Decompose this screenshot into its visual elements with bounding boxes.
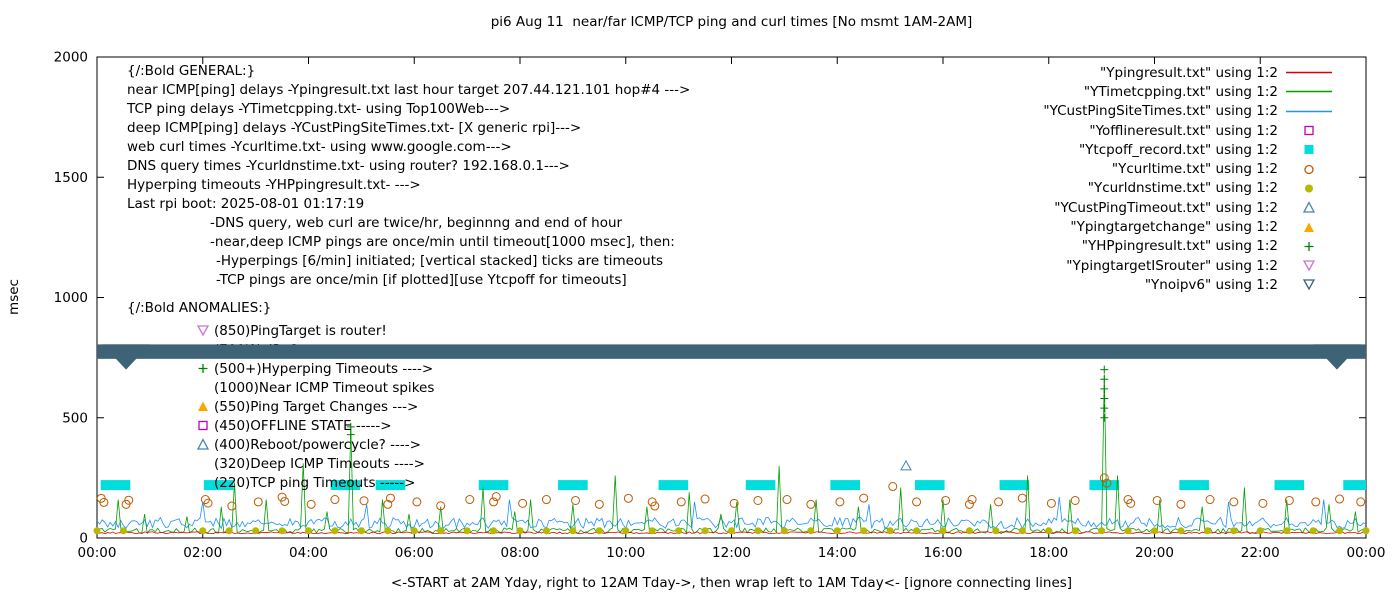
- legend-label: "YCustPingSiteTimes.txt" using 1:2: [1043, 103, 1278, 120]
- chart-title: pi6 Aug 11 near/far ICMP/TCP ping and cu…: [490, 14, 973, 30]
- legend-item: "Ynoipv6" using 1:2: [942, 275, 1334, 294]
- legend-marker: [1284, 105, 1334, 118]
- line-icon: [1286, 71, 1332, 74]
- legend-label: "Ytcpoff_record.txt" using 1:2: [1078, 141, 1278, 158]
- general-note: {/:Bold GENERAL:}: [127, 63, 256, 79]
- line-icon: [1286, 110, 1332, 112]
- legend-label: "YCustPingTimeout.txt" using 1:2: [1054, 199, 1278, 216]
- legend-item: "YCustPingSiteTimes.txt" using 1:2: [942, 102, 1334, 121]
- circle-open-icon: [1304, 164, 1314, 174]
- anomaly-label: (500+)Hyperping Timeouts ---->: [214, 360, 434, 377]
- triangle-filled-icon: [198, 401, 208, 411]
- measurement-note: -TCP pings are once/min [if plotted][use…: [216, 272, 627, 288]
- legend-label: "Ycurldnstime.txt" using 1:2: [1087, 180, 1278, 197]
- square-filled-icon: [1304, 145, 1314, 155]
- anomaly-label: (1000)Near ICMP Timeout spikes: [214, 379, 435, 396]
- legend-item: "Yofflineresult.txt" using 1:2: [942, 121, 1334, 140]
- legend-label: "Ypingtargetchange" using 1:2: [1070, 219, 1278, 236]
- anomaly-label: (450)OFFLINE STATE ----->: [214, 417, 392, 434]
- anomalies-title: {/:Bold ANOMALIES:}: [127, 300, 272, 316]
- anomaly-label: (850)PingTarget is router!: [214, 322, 387, 339]
- anomaly-note: (320)Deep ICMP Timeouts ---->: [196, 455, 425, 472]
- legend-item: "YCustPingTimeout.txt" using 1:2: [942, 198, 1334, 217]
- legend-label: "Yofflineresult.txt" using 1:2: [1089, 122, 1278, 139]
- anomaly-label: (220)TCP ping Timeouts ----->: [214, 474, 416, 491]
- legend-marker: [1284, 85, 1334, 98]
- general-note: deep ICMP[ping] delays -YCustPingSiteTim…: [127, 120, 582, 136]
- legend-marker: [1284, 182, 1334, 195]
- square-open-icon: [196, 419, 210, 432]
- measurement-note: -DNS query, web curl are twice/hr, begin…: [210, 215, 623, 231]
- line-icon: [1286, 91, 1332, 93]
- triangle-open-icon: [196, 438, 210, 450]
- legend-item: "Ycurldnstime.txt" using 1:2: [942, 179, 1334, 198]
- nabla-open-icon: [1302, 260, 1316, 272]
- anomaly-note: (550)Ping Target Changes --->: [196, 398, 419, 415]
- anomaly-label: (400)Reboot/powercycle? ---->: [214, 436, 421, 453]
- nabla-open-icon: [1302, 279, 1316, 291]
- legend-item: "Ypingresult.txt" using 1:2: [942, 63, 1334, 82]
- plus-icon: [196, 362, 210, 375]
- legend-label: "Ycurltime.txt" using 1:2: [1111, 161, 1278, 178]
- general-note: web curl times -Ycurltime.txt- using www…: [127, 139, 512, 155]
- legend-marker: [1284, 278, 1334, 291]
- anomaly-label: (700)NoIPv6 ---->: [214, 341, 333, 358]
- triangle-open-icon: [1302, 201, 1316, 213]
- legend-marker: [1284, 259, 1334, 272]
- anomaly-note: (220)TCP ping Timeouts ----->: [196, 474, 416, 491]
- legend-marker: [1284, 143, 1334, 156]
- triangle-filled-icon: [196, 400, 210, 413]
- anomaly-label: (550)Ping Target Changes --->: [214, 398, 419, 415]
- legend-label: "Ynoipv6" using 1:2: [1144, 276, 1278, 293]
- triangle-open-icon: [196, 438, 210, 451]
- legend-marker: [1284, 201, 1334, 214]
- square-open-icon: [1304, 125, 1314, 136]
- legend-item: "Ycurltime.txt" using 1:2: [942, 159, 1334, 178]
- nabla-open-icon: [196, 325, 210, 337]
- legend-label: "Ypingresult.txt" using 1:2: [1100, 64, 1278, 81]
- general-note: Last rpi boot: 2025-08-01 01:17:19: [127, 196, 365, 212]
- legend-item: "YHPpingresult.txt" using 1:2: [942, 237, 1334, 256]
- legend-marker: [1284, 124, 1334, 137]
- legend-marker: [1284, 66, 1334, 79]
- legend-marker: [1284, 240, 1334, 253]
- anomaly-note: (700)NoIPv6 ---->: [196, 341, 333, 358]
- anomaly-note: (400)Reboot/powercycle? ---->: [196, 436, 421, 453]
- nabla-open-icon: [196, 324, 210, 337]
- general-note: DNS query times -Ycurldnstime.txt- using…: [127, 158, 570, 174]
- legend: "Ypingresult.txt" using 1:2 "YTimetcpping…: [942, 63, 1334, 295]
- legend-marker: [1284, 221, 1334, 234]
- anomaly-note: (500+)Hyperping Timeouts ---->: [196, 360, 434, 377]
- legend-label: "YHPpingresult.txt" using 1:2: [1081, 238, 1278, 255]
- anomaly-note: (1000)Near ICMP Timeout spikes: [196, 379, 435, 396]
- triangle-filled-icon: [1304, 222, 1314, 232]
- legend-item: "Ytcpoff_record.txt" using 1:2: [942, 140, 1334, 159]
- legend-item: "YTimetcpping.txt" using 1:2: [942, 82, 1334, 101]
- plus-icon: [198, 364, 208, 373]
- square-open-icon: [198, 420, 208, 431]
- anomaly-note: (850)PingTarget is router!: [196, 322, 387, 339]
- legend-marker: [1284, 163, 1334, 176]
- legend-label: "YTimetcpping.txt" using 1:2: [1083, 83, 1278, 100]
- general-note: Hyperping timeouts -YHPpingresult.txt- -…: [127, 177, 421, 193]
- circle-filled-icon: [1305, 184, 1313, 193]
- measurement-note: -near,deep ICMP pings are once/min until…: [210, 234, 675, 250]
- legend-item: "Ypingtargetchange" using 1:2: [942, 217, 1334, 236]
- plus-icon: [1304, 241, 1314, 251]
- x-axis-label: <-START at 2AM Yday, right to 12AM Tday-…: [390, 575, 1073, 591]
- measurement-note: -Hyperpings [6/min] initiated; [vertical…: [216, 253, 664, 269]
- anomaly-label: (320)Deep ICMP Timeouts ---->: [214, 455, 425, 472]
- legend-item: "YpingtargetISrouter" using 1:2: [942, 256, 1334, 275]
- general-note: near ICMP[ping] delays -Ypingresult.txt …: [127, 82, 691, 98]
- general-note: TCP ping delays -YTimetcpping.txt- using…: [127, 101, 511, 117]
- anomaly-note: (450)OFFLINE STATE ----->: [196, 417, 392, 434]
- legend-label: "YpingtargetISrouter" using 1:2: [1066, 257, 1278, 274]
